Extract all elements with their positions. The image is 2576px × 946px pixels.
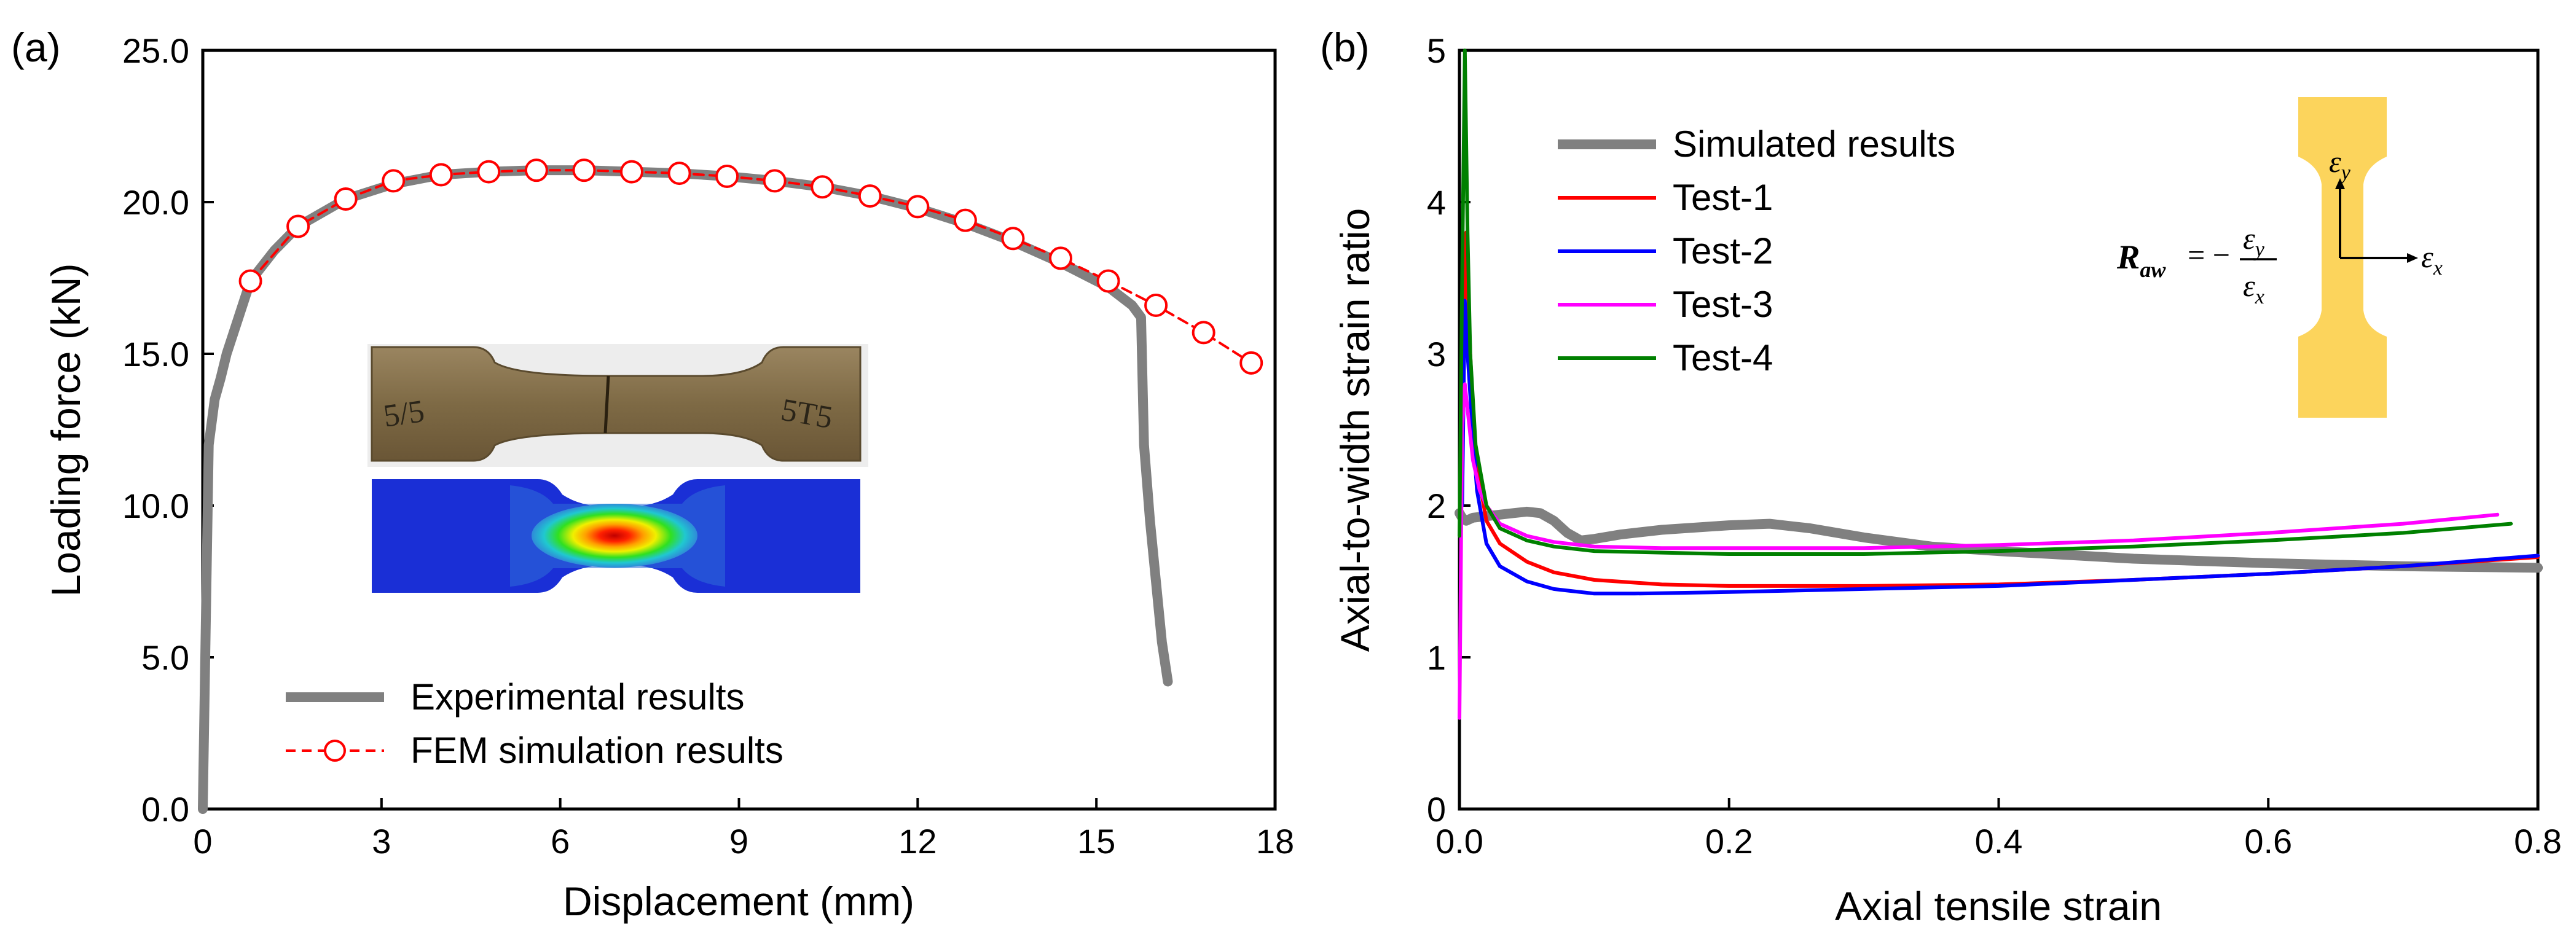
series-line-test-4 [1458,49,2513,556]
legend-b-label-simulated: Simulated results [1673,123,1955,165]
x-tick-label-a: 9 [729,822,748,861]
x-axis-title-b: Axial tensile strain [1835,883,2162,929]
formula-denominator: εx [2243,268,2264,308]
x-tick-label-a: 15 [1077,822,1115,861]
y-tick-label-b: 2 [1427,487,1446,525]
y-axis-title-a: Loading force (kN) [43,264,88,597]
data-point-fem-simulation-results [1192,321,1215,345]
data-point-fem-simulation-results [1001,227,1025,251]
legend-b-label-test3: Test-3 [1673,284,1773,325]
legend-a: Experimental results FEM simulation resu… [286,676,783,771]
axes-frame-b [1458,49,2540,811]
x-tick-label-b: 0.2 [1705,822,1753,861]
y-tick-label-b: 4 [1427,183,1446,222]
data-point-fem-simulation-results [953,208,977,232]
data-point-fem-simulation-results [1239,351,1263,375]
ticks-a: 0 3 6 9 12 15 18 0.0 5.0 10.0 15.0 20.0 25.0 [122,31,1294,861]
data-point-fem-simulation-results [858,184,882,208]
legend-b-label-test1: Test-1 [1673,177,1773,218]
data-point-fem-simulation-results [667,162,691,186]
y-tick-label-a: 15.0 [122,335,189,373]
data-point-fem-simulation-results [1144,293,1168,317]
data-point-fem-simulation-results [524,158,548,182]
y-tick-label-b: 0 [1427,790,1446,829]
formula-lhs: Raw [2116,238,2166,282]
series-line-test-2 [1460,299,2540,596]
data-point-fem-simulation-results [238,269,262,293]
legend-a-marker-fem [324,740,346,762]
panel-b: (b) εy εx Raw = − εy εx 0.0 0.2 0.4 0.6 0.80… [1320,25,2562,929]
series-b [1455,49,2543,720]
data-point-fem-simulation-results [811,175,834,199]
series-line-fem-simulation-results [249,169,1253,364]
series-a [198,158,1263,814]
data-point-fem-simulation-results [382,169,406,193]
specimen-photo [371,346,862,462]
data-point-fem-simulation-results [715,165,739,189]
y-tick-label-a: 10.0 [122,487,189,525]
data-point-fem-simulation-results [620,160,643,184]
y-tick-label-a: 0.0 [141,790,189,829]
data-point-fem-simulation-results [429,163,453,187]
x-tick-label-a: 12 [898,822,937,861]
y-tick-label-a: 5.0 [141,638,189,677]
x-tick-label-b: 0.0 [1435,822,1483,861]
x-axis-title-a: Displacement (mm) [563,878,914,924]
series-line-simulated-results [1455,506,2543,573]
panel-b-label: (b) [1320,25,1370,70]
legend-b: Simulated results Test-1 Test-2 Test-3 T… [1558,123,1955,378]
legend-a-label-fem: FEM simulation results [410,730,783,771]
strain-y-symbol: εy [2329,144,2351,184]
panel-a: (a) [11,25,1294,924]
data-point-fem-simulation-results [477,160,501,184]
y-tick-label-a: 20.0 [122,183,189,222]
x-tick-label-a: 18 [1256,822,1294,861]
y-tick-label-b: 5 [1427,31,1446,70]
x-tick-label-a: 6 [551,822,570,861]
data-point-fem-simulation-results [1096,269,1120,293]
x-tick-label-b: 0.4 [1975,822,2023,861]
data-point-fem-simulation-results [1049,246,1072,270]
data-point-fem-simulation-results [572,158,596,182]
y-tick-label-b: 1 [1427,638,1446,677]
strain-y-arrowhead [2335,178,2345,189]
formula-equals: = − [2188,238,2230,272]
x-tick-label-a: 3 [372,822,391,861]
x-tick-label-b: 0.6 [2244,822,2292,861]
y-tick-label-a: 25.0 [122,31,189,70]
legend-b-label-test4: Test-4 [1673,337,1773,378]
x-tick-label-a: 0 [193,822,212,861]
strain-x-arrowhead [2407,253,2418,263]
photo-marking-left: 5/5 [381,394,426,434]
strain-x-symbol: εx [2421,240,2443,280]
y-axis-title-b: Axial-to-width strain ratio [1332,208,1378,652]
legend-b-label-test2: Test-2 [1673,230,1773,272]
legend-a-label-experimental: Experimental results [410,676,745,717]
x-tick-label-b: 0.8 [2514,822,2562,861]
data-point-fem-simulation-results [334,187,358,211]
specimen-inset: 5/5 5T5 [367,344,868,596]
data-point-fem-simulation-results [286,214,310,238]
strain-ratio-schematic: εy εx Raw = − εy εx [2116,97,2443,418]
y-tick-label-b: 3 [1427,335,1446,373]
series-line-test-3 [1458,382,2500,720]
fracture-line [603,375,610,434]
fem-hotspot [532,504,697,568]
data-point-fem-simulation-results [763,169,787,193]
formula-numerator: εy [2243,221,2265,261]
panel-a-label: (a) [11,25,61,70]
ticks-b: 0.0 0.2 0.4 0.6 0.8 0 1 2 3 4 5 [1427,31,2562,861]
data-point-fem-simulation-results [906,195,930,219]
